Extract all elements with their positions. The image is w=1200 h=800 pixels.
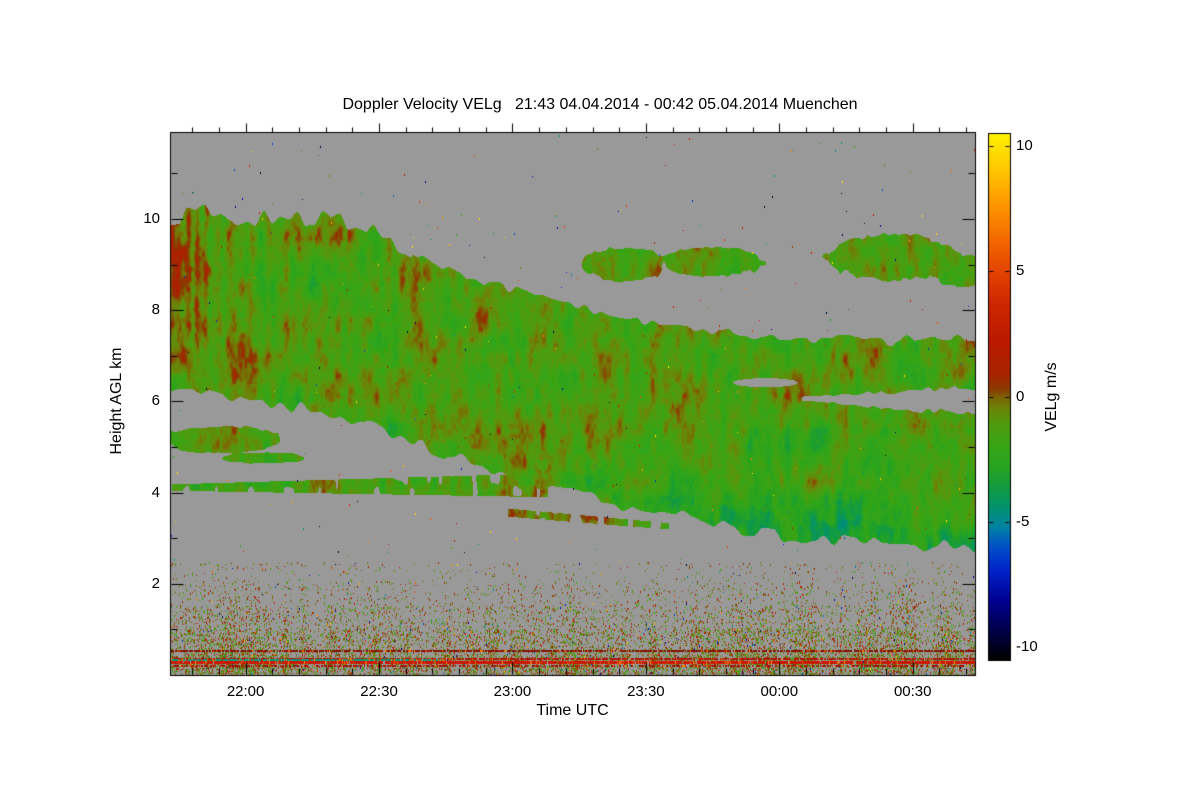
- x-tick-label: 23:00: [493, 683, 532, 700]
- colorbar-tick-label: 5: [1016, 262, 1025, 280]
- x-tick-label: 00:00: [760, 683, 799, 700]
- x-axis-label: Time UTC: [536, 702, 609, 719]
- x-tick-label: 23:30: [627, 683, 665, 700]
- colorbar-tick-label: 10: [1016, 136, 1033, 154]
- chart-title: Doppler Velocity VELg 21:43 04.04.2014 -…: [342, 96, 858, 113]
- y-tick-label: 2: [151, 574, 160, 592]
- x-tick-label: 00:30: [893, 683, 932, 700]
- colorbar-tick-label: 0: [1016, 387, 1025, 405]
- colorbar-tick-label: -5: [1016, 512, 1030, 530]
- y-tick-label: 10: [143, 210, 160, 228]
- x-tick-label: 22:30: [360, 683, 398, 700]
- y-tick-label: 4: [151, 483, 160, 501]
- x-tick-label: 22:00: [226, 683, 265, 700]
- colorbar-tick-label: -10: [1016, 638, 1038, 656]
- y-tick-label: 6: [151, 392, 160, 410]
- y-tick-label: 8: [151, 301, 160, 319]
